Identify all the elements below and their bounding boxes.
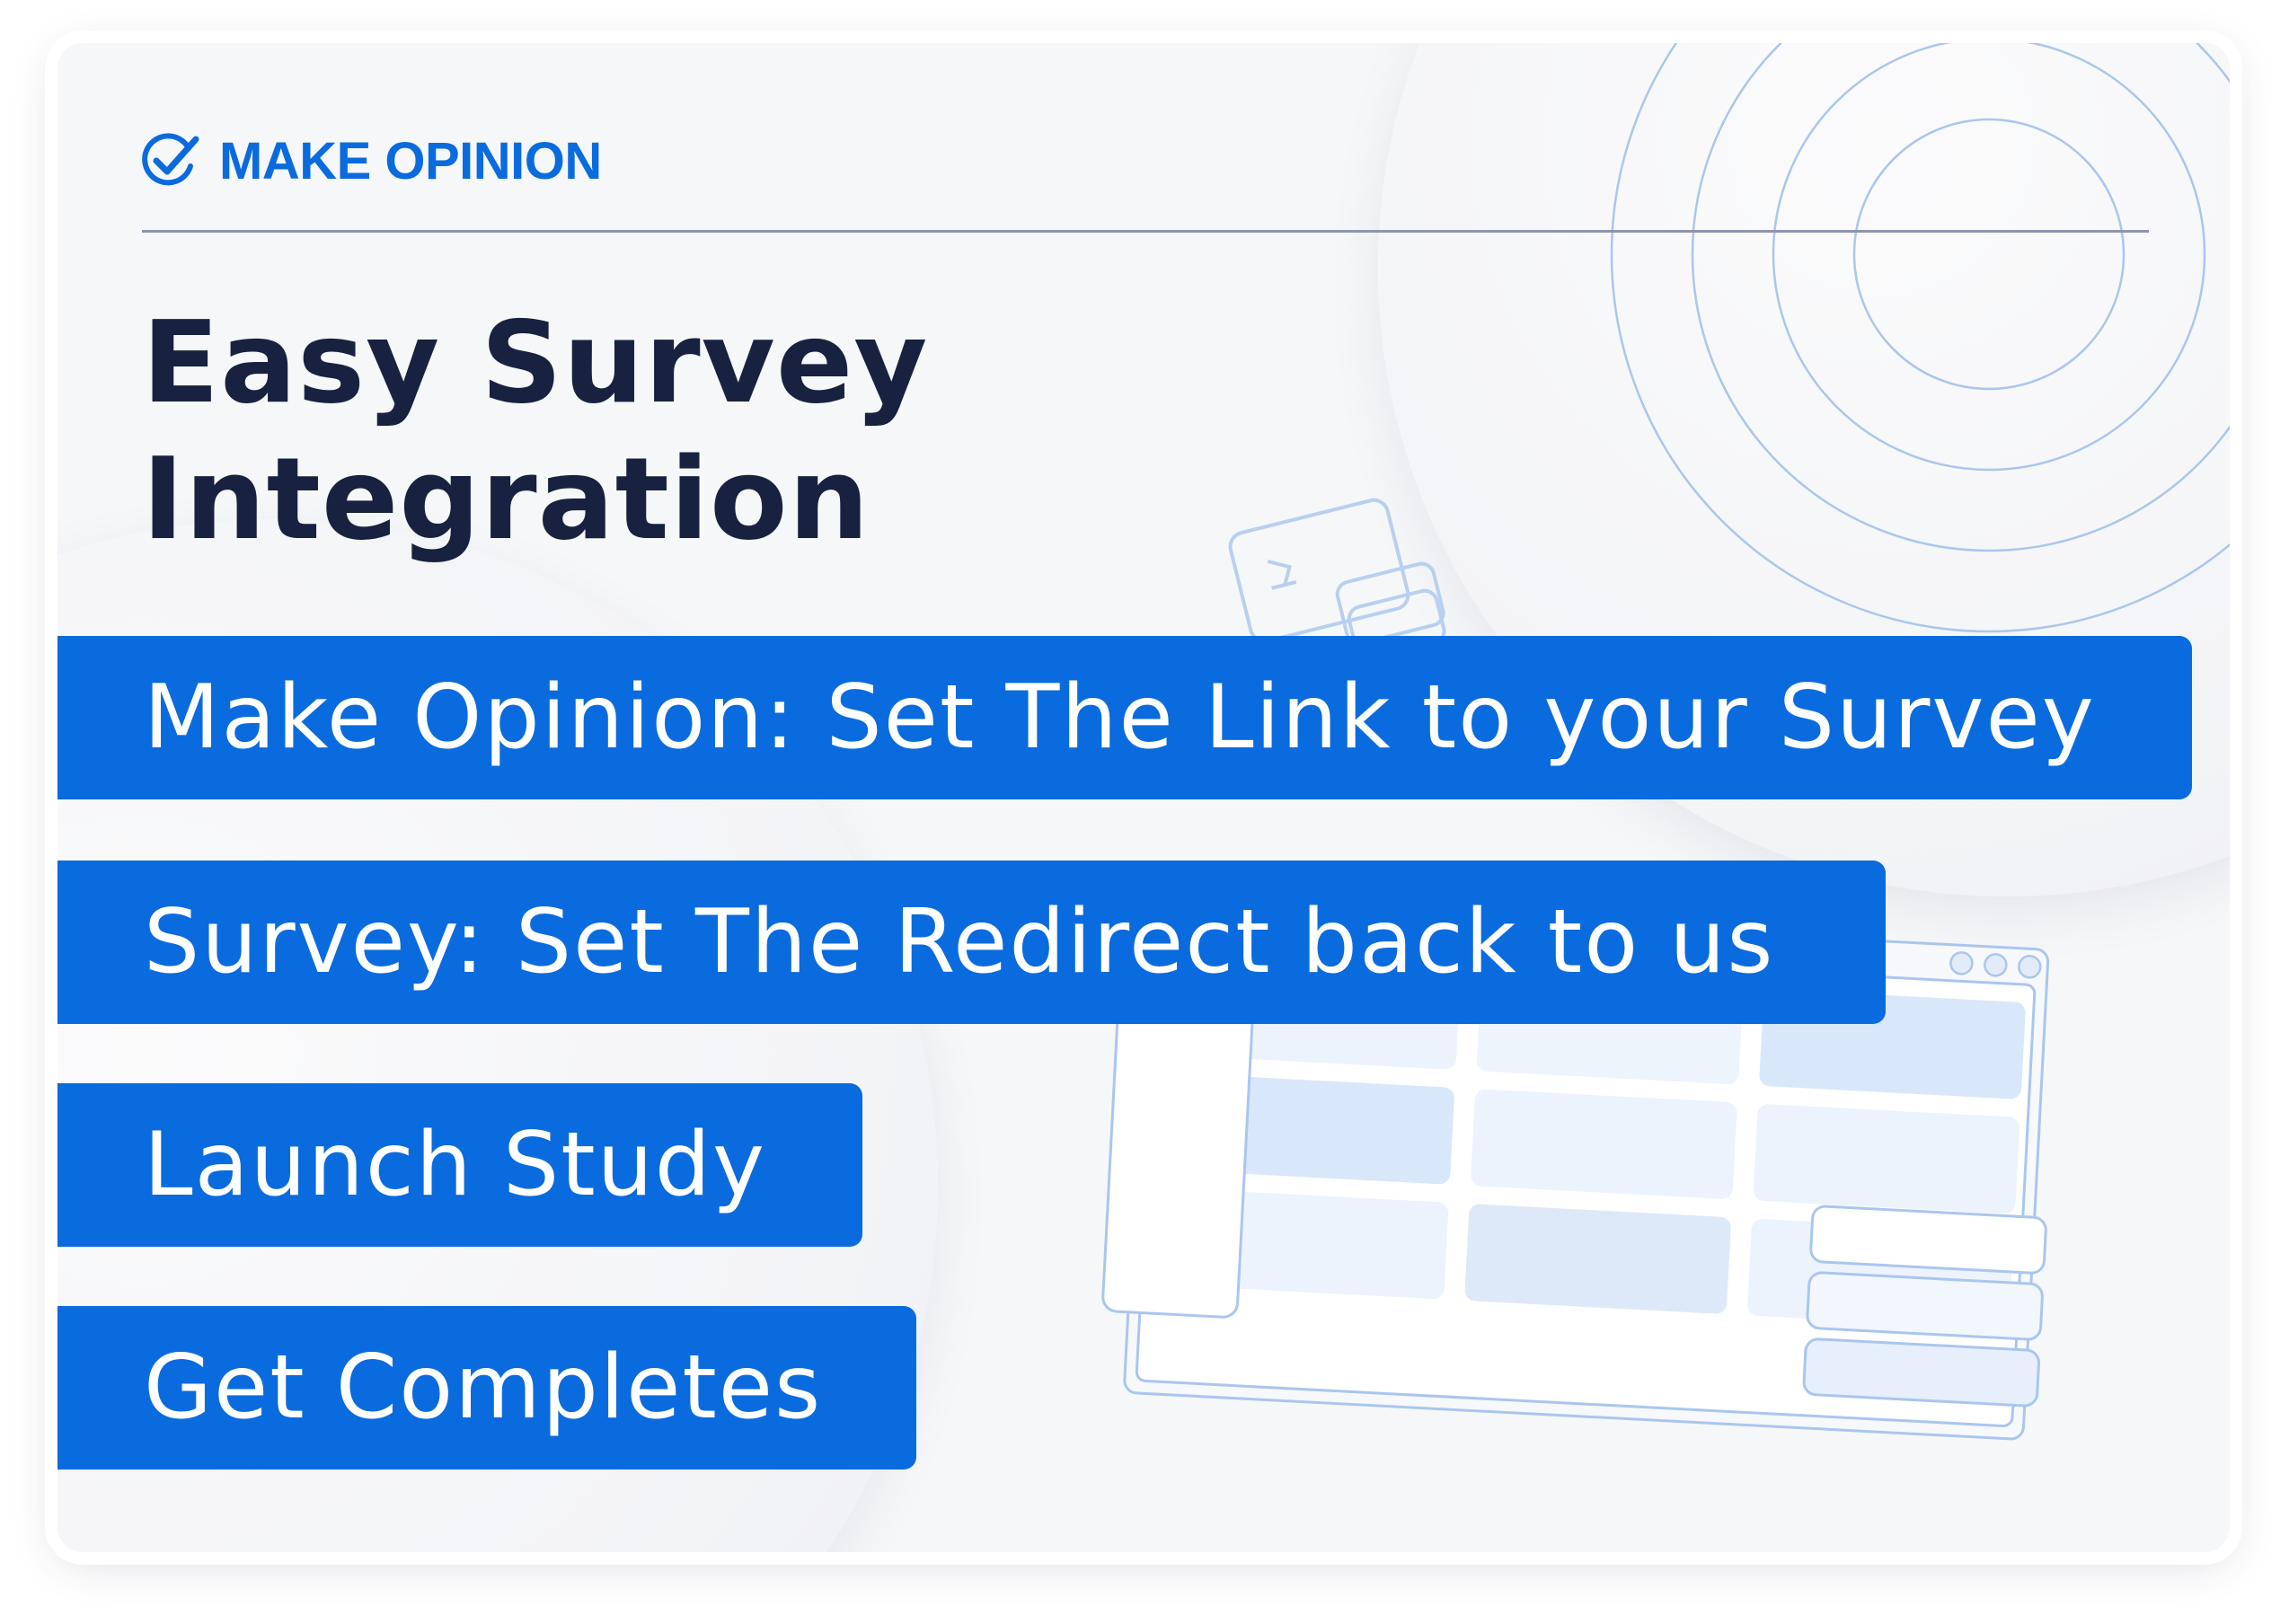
header-divider	[142, 230, 2149, 233]
page-title: Easy Survey Integration	[142, 295, 928, 568]
brand-logo: MAKE OPINION	[140, 129, 602, 192]
decorative-illustration	[1101, 43, 2230, 1441]
title-line-1: Easy Survey	[142, 296, 929, 428]
checkmark-ring-icon	[142, 133, 199, 186]
concentric-arcs	[1610, 43, 2230, 633]
step-set-link: Make Opinion: Set The Link to your Surve…	[57, 636, 2192, 799]
step-get-completes: Get Completes	[57, 1306, 916, 1470]
keyboard-keys-icon	[1228, 498, 1446, 662]
side-panel-illustration	[1101, 1002, 1254, 1319]
step-set-redirect: Survey: Set The Redirect back to us	[57, 861, 1886, 1024]
brand-name: MAKE OPINION	[219, 131, 602, 190]
integration-card: MAKE OPINION Easy Survey Integration Mak…	[57, 43, 2230, 1552]
title-line-2: Integration	[142, 433, 871, 565]
stacked-cards-illustration	[1802, 1205, 2047, 1408]
step-launch-study: Launch Study	[57, 1083, 862, 1247]
